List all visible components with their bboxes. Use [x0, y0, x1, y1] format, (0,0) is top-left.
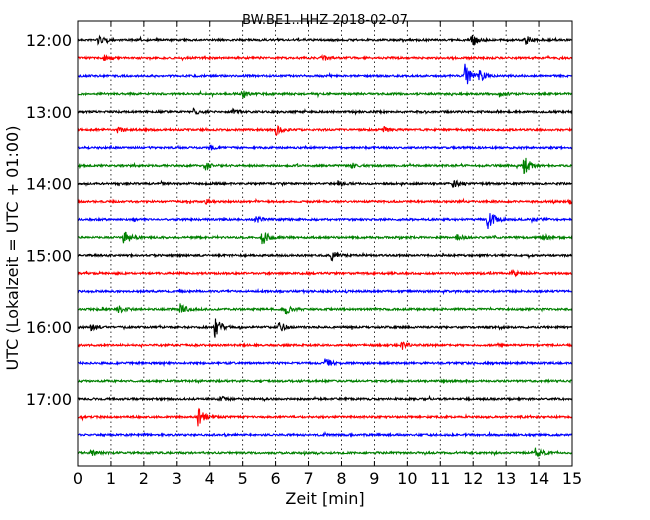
y-axis-label: UTC (Lokalzeit = UTC + 01:00): [3, 126, 22, 371]
x-tick-label: 7: [303, 469, 313, 488]
trace-1430: [77, 213, 573, 230]
x-tick-label: 14: [529, 469, 549, 488]
trace-1200: [77, 34, 573, 46]
trace-1330: [77, 144, 573, 151]
trace-1400: [77, 179, 573, 189]
trace-1730: [77, 430, 573, 439]
x-tick-label: 2: [139, 469, 149, 488]
trace-1545: [77, 303, 573, 315]
x-tick-label: 13: [496, 469, 516, 488]
plot-frame: [77, 20, 573, 467]
trace-1715: [77, 407, 573, 427]
trace-1615: [77, 341, 573, 350]
trace-1215: [77, 53, 573, 62]
trace-1315: [77, 124, 573, 136]
trace-1700: [77, 394, 573, 403]
x-tick-label: 11: [430, 469, 450, 488]
y-tick-label: 14:00: [26, 175, 72, 194]
trace-1300: [77, 107, 573, 116]
trace-1600: [77, 318, 573, 338]
x-tick-label: 12: [463, 469, 483, 488]
x-tick-label: 1: [106, 469, 116, 488]
trace-1345: [77, 157, 573, 175]
x-tick-label: 5: [238, 469, 248, 488]
x-tick-label: 0: [73, 469, 83, 488]
trace-1500: [77, 251, 573, 262]
trace-1630: [77, 358, 573, 368]
y-tick-label: 16:00: [26, 318, 72, 337]
x-tick-label: 9: [369, 469, 379, 488]
y-tick-label: 17:00: [26, 390, 72, 409]
x-tick-label: 6: [271, 469, 281, 488]
plot-area: [77, 20, 573, 467]
trace-1415: [77, 197, 573, 205]
trace-1245: [77, 89, 573, 100]
trace-1445: [77, 231, 573, 245]
trace-1530: [77, 288, 573, 296]
trace-1645: [77, 378, 573, 385]
trace-1230: [77, 63, 573, 85]
x-axis-label: Zeit [min]: [285, 489, 364, 508]
x-tick-label: 4: [205, 469, 215, 488]
trace-1515: [77, 269, 573, 278]
x-tick-label: 10: [397, 469, 417, 488]
trace-1745: [77, 447, 573, 458]
x-axis-ticks: 0 1 2 3 4 5 6 7 8 9 10 11 12 13 14 15: [73, 21, 582, 488]
y-tick-label: 12:00: [26, 31, 72, 50]
x-tick-label: 15: [562, 469, 582, 488]
y-tick-label: 15:00: [26, 246, 72, 265]
y-tick-label: 13:00: [26, 103, 72, 122]
x-tick-label: 3: [172, 469, 182, 488]
y-axis-ticks: 12:00 13:00 14:00 15:00 16:00 17:00: [26, 31, 572, 409]
x-tick-label: 8: [336, 469, 346, 488]
